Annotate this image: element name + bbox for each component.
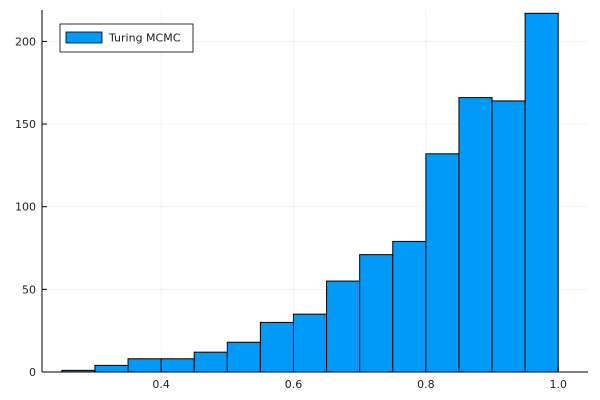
legend: Turing MCMC xyxy=(59,23,194,53)
x-tick-label: 1.0 xyxy=(549,378,567,391)
histogram-bar xyxy=(359,254,394,373)
histogram-bar xyxy=(392,240,427,373)
histogram-bar xyxy=(160,358,195,373)
y-axis-ticks: 0 50 100 150 200 xyxy=(15,35,47,379)
x-tick-label: 0.4 xyxy=(152,378,170,391)
histogram-bar xyxy=(524,12,559,373)
legend-label: Turing MCMC xyxy=(108,32,181,45)
x-tick-label: 0.6 xyxy=(285,378,303,391)
histogram-bars xyxy=(61,12,559,373)
histogram-bar xyxy=(292,313,328,373)
x-axis-ticks: 0.4 0.6 0.8 1.0 xyxy=(152,367,567,391)
histogram-bar xyxy=(259,321,294,373)
histogram-bar xyxy=(127,358,162,373)
y-tick-label: 50 xyxy=(22,283,36,296)
histogram-bar xyxy=(326,280,361,373)
axes xyxy=(41,10,588,373)
histogram-bar xyxy=(425,153,460,373)
legend-swatch xyxy=(65,31,103,44)
histogram-bar xyxy=(193,351,228,373)
histogram-bar xyxy=(458,97,493,373)
histogram-bar xyxy=(226,341,261,373)
y-tick-label: 100 xyxy=(15,201,36,214)
histogram-bar xyxy=(491,100,526,373)
y-tick-label: 150 xyxy=(15,118,36,131)
x-tick-label: 0.8 xyxy=(417,378,435,391)
histogram-bar xyxy=(94,364,129,373)
legend-box xyxy=(59,23,194,53)
y-tick-label: 0 xyxy=(29,366,36,379)
y-tick-label: 200 xyxy=(15,35,36,48)
